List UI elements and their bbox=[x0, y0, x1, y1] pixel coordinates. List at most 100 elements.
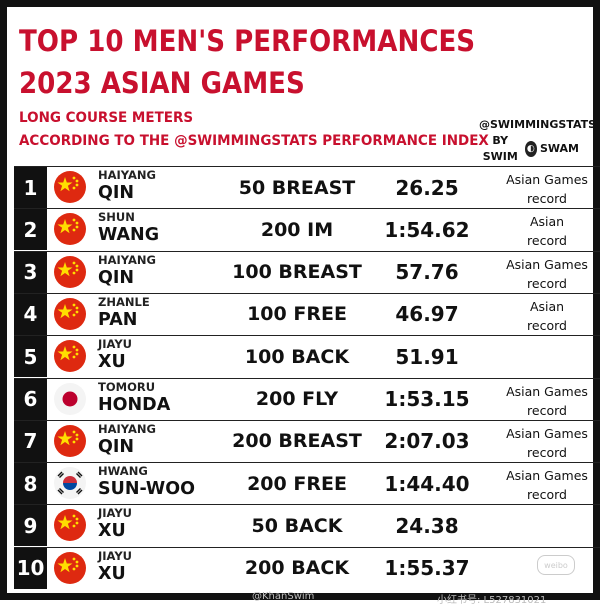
rank-badge: 6 bbox=[14, 378, 47, 420]
table-row: 8 HWANG SUN-WOO 200 FREE 1:44.40 Asian Games r… bbox=[14, 462, 600, 505]
event-name: 100 BREAST bbox=[232, 261, 362, 284]
record-note: Asian Games record bbox=[494, 466, 600, 504]
weibo-logo-icon: weibo bbox=[537, 555, 575, 575]
swimmer-first-name: JIAYU bbox=[98, 506, 133, 521]
swimmer-first-name: JIAYU bbox=[98, 548, 133, 563]
record-note-line2: record bbox=[527, 317, 567, 333]
china-flag-icon bbox=[54, 297, 86, 330]
rank-badge: 9 bbox=[14, 505, 47, 547]
rankings-table: 1 HAIYANG QIN 50 BREAST 26.25 Asian Games reco… bbox=[14, 166, 600, 594]
swim-time: 26.25 bbox=[395, 175, 459, 200]
table-row: 1 HAIYANG QIN 50 BREAST 26.25 Asian Games reco… bbox=[14, 166, 600, 208]
table-row: 2 SHUN WANG 200 IM 1:54.62 Asian record bbox=[14, 208, 600, 251]
swimmer-first-name: ZHANLE bbox=[98, 294, 150, 309]
swimmer-last-name: XU bbox=[98, 352, 126, 373]
event-name: 100 FREE bbox=[247, 303, 347, 326]
record-note-line1: Asian bbox=[529, 214, 565, 230]
watermark-left: @KhanSwim bbox=[252, 591, 315, 602]
record-note-line1: Asian Games bbox=[506, 256, 588, 272]
rank-badge: 8 bbox=[14, 463, 47, 505]
china-flag-icon bbox=[54, 213, 86, 246]
swim-time: 24.38 bbox=[395, 513, 459, 538]
swim-time: 51.91 bbox=[395, 344, 459, 369]
swim-time: 1:55.37 bbox=[384, 556, 470, 581]
rank-badge: 2 bbox=[14, 209, 47, 251]
record-note-line1: Asian Games bbox=[506, 383, 588, 399]
swimmer-first-name: HAIYANG bbox=[98, 168, 156, 182]
table-row: 10 JIAYU XU 200 BACK 1:55.37 bbox=[14, 546, 600, 589]
china-flag-icon bbox=[54, 340, 86, 373]
rank-badge: 3 bbox=[14, 251, 47, 293]
china-flag-icon bbox=[54, 255, 86, 288]
swimmer-last-name: XU bbox=[98, 521, 126, 542]
rank-badge: 1 bbox=[14, 167, 47, 208]
record-note-line2: record bbox=[527, 402, 567, 418]
swimmer-last-name: QIN bbox=[98, 183, 135, 203]
event-name: 200 BREAST bbox=[232, 430, 362, 453]
swim-time: 1:53.15 bbox=[384, 387, 470, 411]
china-flag-icon bbox=[54, 171, 86, 203]
swimmer-first-name: HAIYANG bbox=[98, 252, 156, 267]
record-note: Asian Games record bbox=[494, 255, 600, 293]
page-title-line2: 2023 ASIAN GAMES bbox=[19, 66, 305, 100]
swimmer-first-name: TOMORU bbox=[98, 379, 156, 394]
china-flag-icon bbox=[54, 551, 86, 584]
record-note: Asian record bbox=[494, 297, 600, 335]
table-row: 6 TOMORU HONDA 200 FLY 1:53.15 Asian Games rec… bbox=[14, 377, 600, 420]
table-row: 7 HAIYANG QIN 200 BREAST 2:07.03 Asian Games r… bbox=[14, 419, 600, 462]
swimswam-logo-icon: ◐ bbox=[524, 141, 537, 157]
record-note: Asian Games record bbox=[494, 382, 600, 420]
event-name: 50 BACK bbox=[251, 514, 343, 537]
swim-time: 46.97 bbox=[395, 302, 459, 327]
event-name: 200 FREE bbox=[247, 472, 347, 495]
japan-flag-icon bbox=[54, 382, 86, 415]
swimmer-last-name: QIN bbox=[98, 436, 135, 457]
rank-badge: 10 bbox=[14, 547, 47, 589]
event-name: 200 IM bbox=[260, 218, 334, 241]
swim-time: 57.76 bbox=[395, 260, 459, 285]
record-note-line1: Asian Games bbox=[506, 425, 588, 441]
table-row: 9 JIAYU XU 50 BACK 24.38 bbox=[14, 504, 600, 547]
swimmer-first-name: SHUN bbox=[98, 210, 135, 225]
swimmer-last-name: SUN-WOO bbox=[98, 479, 195, 500]
brand-byline: BY SWIM ◐ SWAM bbox=[479, 133, 579, 165]
table-row: 4 ZHANLE PAN 100 FREE 46.97 Asian record bbox=[14, 292, 600, 335]
swimmer-last-name: XU bbox=[98, 563, 126, 584]
event-name: 200 FLY bbox=[255, 388, 339, 410]
record-note-line2: record bbox=[527, 444, 567, 460]
china-flag-icon bbox=[54, 424, 86, 457]
brand-swam: SWAM bbox=[539, 142, 579, 155]
page-title: TOP 10 MEN'S PERFORMANCES bbox=[19, 24, 476, 58]
record-note: Asian Games record bbox=[494, 424, 600, 462]
swimmer-last-name: WANG bbox=[98, 225, 160, 246]
rank-badge: 7 bbox=[14, 420, 47, 462]
record-note-line1: Asian bbox=[529, 298, 565, 314]
swimmer-first-name: HAIYANG bbox=[98, 421, 156, 436]
record-note-line2: record bbox=[527, 233, 567, 249]
swimmer-first-name: JIAYU bbox=[98, 337, 133, 352]
subtitle: LONG COURSE METERS bbox=[19, 110, 194, 126]
table-row: 5 JIAYU XU 100 BACK 51.91 bbox=[14, 335, 600, 378]
subtitle-line2: ACCORDING TO THE @SWIMMINGSTATS PERFORMA… bbox=[19, 133, 489, 149]
rank-badge: 4 bbox=[14, 293, 47, 335]
record-note-line1: Asian Games bbox=[506, 172, 588, 187]
swimmer-last-name: PAN bbox=[98, 309, 138, 330]
brand-handle: @SWIMMINGSTATS bbox=[479, 118, 597, 131]
swimmer-last-name: QIN bbox=[98, 267, 135, 288]
china-flag-icon bbox=[54, 509, 86, 542]
brand-block: @SWIMMINGSTATS BY SWIM ◐ SWAM bbox=[479, 117, 597, 165]
swimmer-first-name: HWANG bbox=[98, 464, 148, 479]
swim-time: 1:54.62 bbox=[384, 217, 470, 242]
rank-badge: 5 bbox=[14, 336, 47, 378]
brand-by: BY SWIM bbox=[482, 134, 518, 163]
event-name: 200 BACK bbox=[244, 557, 350, 580]
swimmer-last-name: HONDA bbox=[98, 394, 171, 415]
watermark-right: 小红书号: L527831021 bbox=[437, 595, 547, 606]
record-note: Asian record bbox=[494, 212, 600, 250]
record-note-line2: record bbox=[527, 275, 567, 291]
event-name: 50 BREAST bbox=[238, 176, 356, 199]
record-note-line2: record bbox=[527, 487, 567, 503]
record-note: Asian Games record bbox=[494, 170, 600, 208]
swim-time: 1:44.40 bbox=[384, 471, 470, 496]
